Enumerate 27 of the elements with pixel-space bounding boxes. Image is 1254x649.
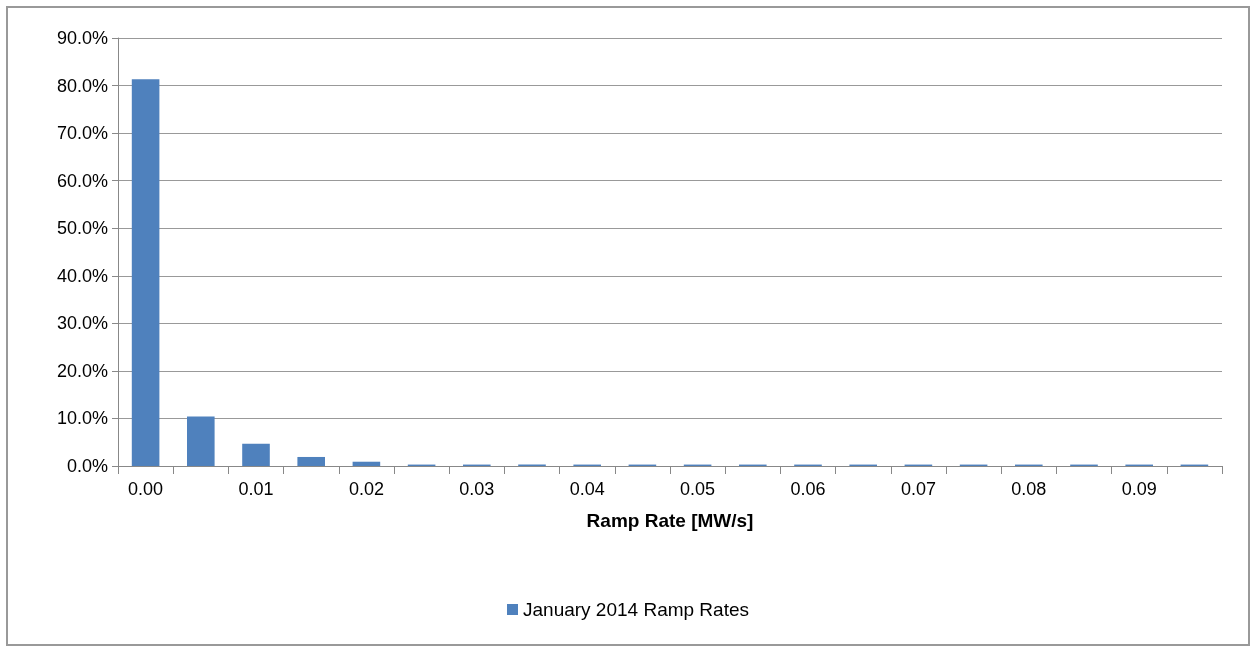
y-tick-label: 30.0%: [56, 313, 108, 334]
y-tick-label: 40.0%: [56, 265, 108, 286]
x-tick-label: 0.05: [680, 479, 716, 499]
x-tick-label: 0.00: [128, 479, 164, 499]
bar: [131, 79, 160, 466]
x-tick-label: 0.04: [569, 479, 605, 499]
x-tick-label: 0.07: [900, 479, 936, 499]
bar: [242, 443, 270, 466]
y-tick-label: 50.0%: [56, 218, 108, 239]
x-tick-label: 0.03: [459, 479, 495, 499]
y-tick-label: 80.0%: [56, 75, 108, 96]
y-tick-label: 10.0%: [56, 408, 108, 429]
x-tick-label: 0.01: [238, 479, 274, 499]
x-tick-label: 0.08: [1011, 479, 1047, 499]
bar: [352, 461, 381, 466]
bar: [297, 456, 325, 466]
y-tick-label: 60.0%: [56, 170, 108, 191]
legend-label: January 2014 Ramp Rates: [522, 599, 750, 620]
x-tick-label: 0.06: [790, 479, 826, 499]
y-tick-label: 70.0%: [56, 123, 108, 144]
x-tick-label: 0.09: [1121, 479, 1157, 499]
x-tick-label: 0.02: [348, 479, 384, 499]
y-tick-label: 0.0%: [66, 456, 108, 476]
bar: [187, 416, 215, 466]
x-axis-title: Ramp Rate [MW/s]: [586, 510, 754, 531]
y-tick-label: 20.0%: [56, 360, 108, 381]
y-tick-label: 90.0%: [56, 28, 108, 48]
